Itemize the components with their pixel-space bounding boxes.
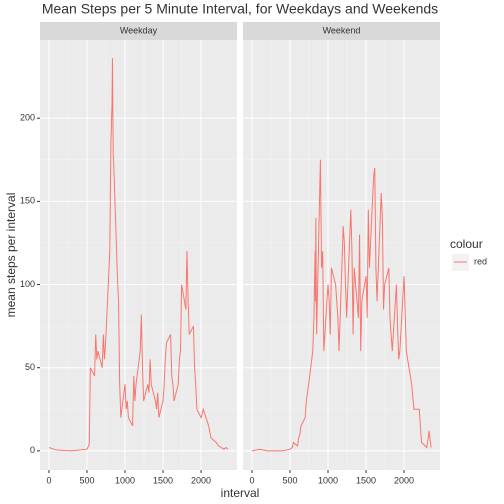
x-tick-label: 1000 bbox=[318, 475, 338, 485]
strip bbox=[243, 22, 440, 40]
legend-title: colour bbox=[450, 237, 483, 251]
panel-background bbox=[243, 40, 440, 470]
chart-title: Mean Steps per 5 Minute Interval, for We… bbox=[42, 1, 438, 17]
legend-label: red bbox=[474, 256, 487, 266]
y-tick-label: 50 bbox=[25, 362, 35, 372]
line bbox=[251, 159, 432, 452]
x-tick-label: 500 bbox=[282, 475, 297, 485]
x-tick-label: 1500 bbox=[153, 475, 173, 485]
x-tick-label: 2000 bbox=[191, 475, 211, 485]
x-tick-label: 1000 bbox=[115, 475, 135, 485]
y-tick-label: 150 bbox=[20, 196, 35, 206]
x-tick-label: 0 bbox=[46, 475, 51, 485]
x-tick-label: 2000 bbox=[394, 475, 414, 485]
panel-background bbox=[40, 40, 237, 470]
y-axis-label: mean steps per interval bbox=[4, 193, 18, 318]
strip-label: Weekend bbox=[323, 25, 361, 35]
x-tick-label: 1500 bbox=[356, 475, 376, 485]
y-tick-label: 200 bbox=[20, 113, 35, 123]
x-axis-label: interval bbox=[221, 486, 260, 500]
line bbox=[48, 58, 229, 452]
x-tick-label: 0 bbox=[249, 475, 254, 485]
strip-label: Weekday bbox=[120, 25, 158, 35]
y-tick-label: 100 bbox=[20, 279, 35, 289]
x-tick-label: 500 bbox=[79, 475, 94, 485]
y-tick-label: 0 bbox=[30, 445, 35, 455]
strip bbox=[40, 22, 237, 40]
